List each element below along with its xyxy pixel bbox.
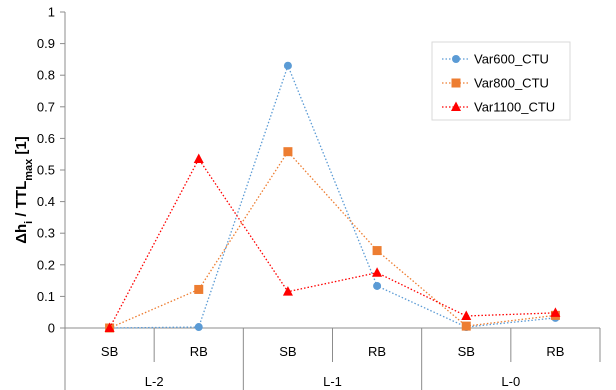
legend-label: Var800_CTU [474,76,549,91]
y-tick-label: 0 [48,321,55,336]
y-tick-label: 0.2 [37,257,55,272]
y-tick-label: 0.7 [37,99,55,114]
x-category-label: SB [101,344,118,359]
legend-entry: Var600_CTU [442,52,549,67]
y-tick-label: 0.6 [37,131,55,146]
ylabel-sub-max: max [23,158,35,181]
series-3 [104,153,561,332]
data-point-triangle [282,286,293,296]
y-ticks: 0 0.1 0.2 0.3 0.4 0.5 0.6 0.7 0.8 0.9 1 [37,5,65,336]
legend-label: Var600_CTU [474,52,549,67]
x-category-label: RB [190,344,208,359]
x-category-label: RB [546,344,564,359]
y-tick-label: 0.9 [37,36,55,51]
data-point-square [194,284,204,294]
y-tick-label: 0.4 [37,194,55,209]
legend-marker-square [451,78,461,88]
data-point-square [372,246,382,256]
data-point-triangle [193,153,204,163]
y-tick-label: 0.5 [37,163,55,178]
legend: Var600_CTU Var800_CTU Var1100_CTU [431,41,571,121]
data-point-triangle [550,307,561,317]
x-group-label: L-0 [501,374,520,389]
y-tick-label: 0.1 [37,289,55,304]
ylabel-sub-i: i [23,221,35,224]
data-point-circle [373,281,382,290]
series-line [109,150,556,329]
x-category-label: SB [279,344,296,359]
legend-label: Var1100_CTU [474,100,555,115]
series-layer [104,61,561,333]
y-tick-label: 1 [48,5,55,20]
legend-entry: Var1100_CTU [442,100,555,115]
legend-entry: Var800_CTU [442,76,549,91]
data-point-square [461,321,471,331]
y-axis-label: Δhi / TTLmax [1] [13,136,35,244]
data-point-triangle [372,267,383,277]
data-point-triangle [461,310,472,320]
x-group-label: L-2 [145,374,164,389]
series-line [109,63,556,329]
y-tick-label: 0.8 [37,68,55,83]
legend-marker-triangle [451,101,461,111]
ylabel-unit: [1] [13,136,30,159]
x-group-label: L-1 [323,374,342,389]
ylabel-over: / TTL [13,181,30,221]
x-category-label: RB [368,344,386,359]
data-point-circle [283,61,292,70]
y-axis-title: Δhi / TTLmax [1] [13,136,35,244]
ylabel-delta: Δh [13,224,30,244]
data-point-circle [194,323,203,332]
data-point-triangle [104,322,115,332]
series-line [109,157,556,329]
data-point-square [283,147,293,157]
y-tick-label: 0.3 [37,226,55,241]
x-axis-category-table: SB RB SB RB SB RB L-2 L-1 L-0 [64,328,601,390]
legend-marker-circle [452,55,460,63]
x-category-label: SB [458,344,475,359]
